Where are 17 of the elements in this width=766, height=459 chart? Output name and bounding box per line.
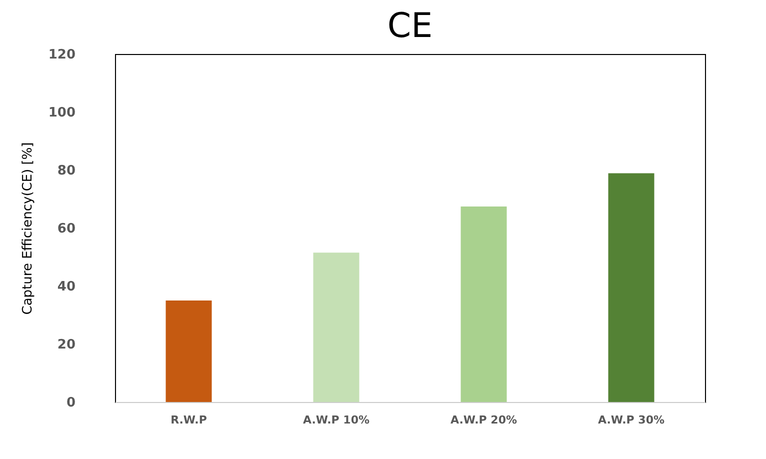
y-tick-label: 20 bbox=[57, 338, 76, 352]
bar bbox=[166, 300, 212, 402]
y-tick-label: 80 bbox=[57, 164, 76, 178]
chart-title: CE bbox=[387, 6, 433, 46]
x-tick-label: A.W.P 20% bbox=[450, 414, 518, 426]
x-tick-label: A.W.P 30% bbox=[598, 414, 665, 426]
bar bbox=[608, 173, 654, 402]
y-tick-label: 100 bbox=[48, 106, 76, 120]
y-axis-title: Capture Efficiency(CE) [%] bbox=[20, 142, 36, 315]
x-tick-label: A.W.P 10% bbox=[302, 414, 370, 426]
bar bbox=[460, 206, 507, 402]
y-tick-label: 120 bbox=[48, 48, 76, 62]
y-tick-label: 0 bbox=[66, 396, 76, 410]
y-tick-label: 60 bbox=[57, 222, 76, 236]
y-tick-label: 40 bbox=[57, 280, 76, 294]
bar bbox=[313, 252, 360, 402]
x-tick-label: R.W.P bbox=[170, 414, 207, 426]
